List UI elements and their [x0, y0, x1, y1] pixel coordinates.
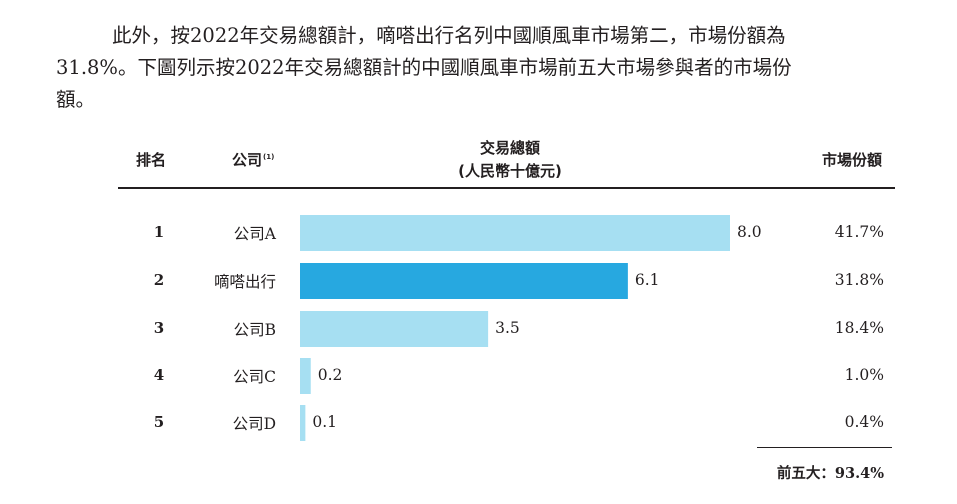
total-value: 93.4%	[834, 465, 884, 482]
header-gtv-line2: (人民幣十億元)	[458, 162, 562, 180]
market-share-2: 31.8%	[834, 271, 884, 289]
header-market-share: 市場份額	[822, 151, 883, 169]
company-name-2: 嘀嗒出行	[213, 273, 276, 291]
bar-4	[300, 358, 311, 394]
bar-3	[300, 311, 489, 347]
value-label-3: 3.5	[495, 319, 520, 337]
total-label: 前五大：	[776, 466, 835, 482]
market-share-1: 41.7%	[834, 223, 884, 241]
total-share: 前五大：93.4%	[760, 462, 884, 483]
header-gtv: 交易總額 (人民幣十億元)	[420, 137, 600, 181]
rank-3: 3	[153, 319, 165, 337]
value-label-4: 0.2	[317, 366, 343, 384]
market-share-5: 0.4%	[844, 413, 884, 431]
paragraph-line-3: 額。	[56, 88, 96, 111]
header-company-footnote: (1)	[263, 153, 275, 161]
value-label-1: 8.0	[737, 223, 762, 241]
market-share-3: 18.4%	[834, 319, 884, 337]
header-company: 公司(1)	[232, 149, 274, 170]
rank-1: 1	[153, 223, 165, 241]
header-rule	[118, 187, 895, 189]
header-company-label: 公司	[232, 151, 263, 169]
rank-4: 4	[153, 366, 165, 384]
header-gtv-line1: 交易總額	[479, 139, 540, 157]
market-share-4: 1.0%	[844, 366, 884, 384]
company-name-3: 公司B	[233, 321, 276, 339]
bar-5	[300, 405, 306, 441]
paragraph-line-1: 此外，按2022年交易總額計，嘀嗒出行名列中國順風車市場第二，市場份額為	[112, 24, 786, 47]
bar-1	[300, 215, 730, 251]
value-label-5: 0.1	[312, 413, 338, 431]
company-name-4: 公司C	[233, 368, 276, 386]
value-label-2: 6.1	[634, 271, 660, 289]
rank-2: 2	[153, 271, 165, 289]
company-name-5: 公司D	[232, 415, 276, 433]
company-name-1: 公司A	[233, 225, 276, 243]
paragraph-line-2: 31.8%。下圖列示按2022年交易總額計的中國順風車市場前五大市場參與者的市場…	[56, 56, 792, 79]
header-rank: 排名	[136, 151, 167, 169]
total-rule	[757, 447, 892, 449]
rank-5: 5	[153, 413, 165, 431]
bar-2	[300, 263, 628, 299]
